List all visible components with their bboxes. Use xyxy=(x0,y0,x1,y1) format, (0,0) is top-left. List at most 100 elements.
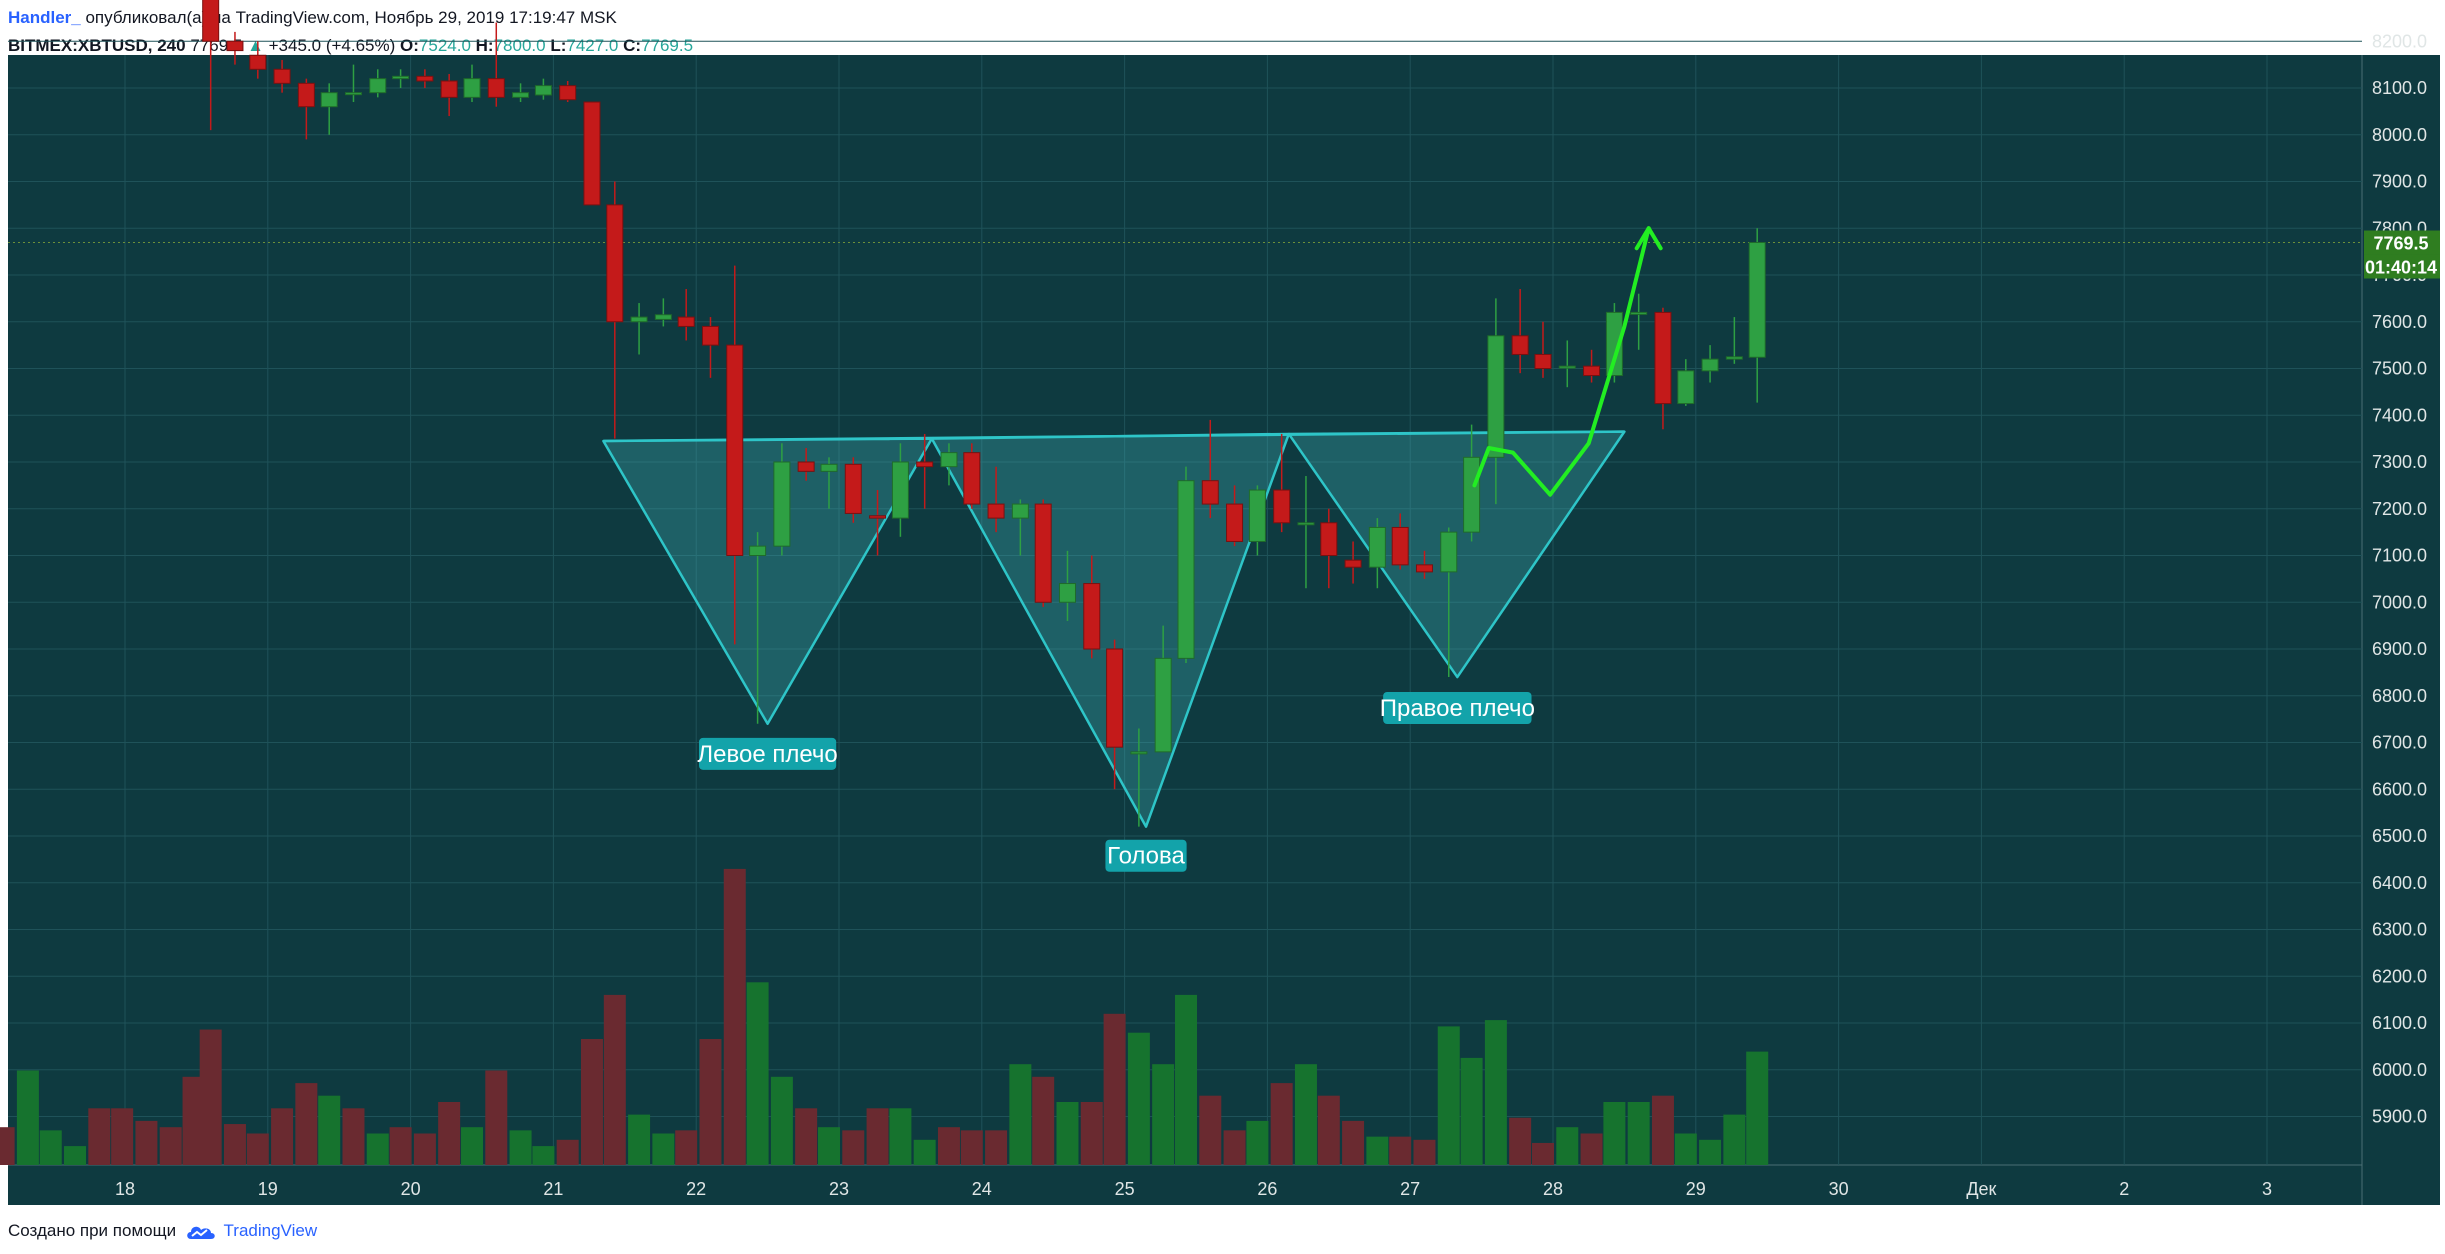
candle-body xyxy=(1248,489,1266,542)
candle-body xyxy=(844,463,862,514)
volume-bar xyxy=(1603,1102,1626,1165)
candle-body xyxy=(630,316,648,323)
candle-body xyxy=(606,204,624,323)
volume-bar xyxy=(913,1139,936,1165)
volume-bar xyxy=(699,1039,722,1165)
candle-body xyxy=(1226,503,1244,542)
tradingview-link[interactable]: TradingView xyxy=(223,1221,318,1240)
x-tick-label: Дек xyxy=(1966,1179,1996,1199)
volume-bar xyxy=(1294,1064,1317,1165)
volume-bar xyxy=(1699,1139,1722,1165)
candle-body xyxy=(987,503,1005,519)
y-tick-label: 7100.0 xyxy=(2372,546,2427,566)
candle-body xyxy=(677,316,695,327)
volume-bar xyxy=(889,1108,912,1165)
candle-body xyxy=(1130,751,1148,755)
volume-bar xyxy=(746,982,769,1165)
candle-body xyxy=(487,78,505,98)
volume-bar xyxy=(199,1029,222,1165)
candle-body xyxy=(249,54,267,70)
x-tick-label: 23 xyxy=(829,1179,849,1199)
neckline[interactable] xyxy=(603,430,1625,443)
candle-body xyxy=(1605,311,1623,377)
volume-bar xyxy=(366,1133,389,1165)
volume-bar xyxy=(1246,1120,1269,1165)
volume-bar xyxy=(1152,1064,1175,1165)
volume-bar xyxy=(1460,1057,1483,1165)
candle-body xyxy=(797,461,815,472)
candle-body xyxy=(416,75,434,82)
candle-body xyxy=(1058,583,1076,603)
volume-bar xyxy=(1532,1142,1555,1165)
candle-body xyxy=(1463,456,1481,533)
candle-body xyxy=(392,75,410,80)
candle-body xyxy=(1391,526,1409,566)
y-tick-label: 6900.0 xyxy=(2372,639,2427,659)
volume-bar xyxy=(795,1108,818,1165)
volume-bar xyxy=(556,1139,579,1165)
candle-body xyxy=(1440,531,1458,573)
volume-bar xyxy=(1509,1117,1532,1165)
candle-body xyxy=(1011,503,1029,519)
projection-arrow[interactable] xyxy=(1472,226,1651,497)
volume-bar xyxy=(461,1127,484,1165)
volume-bar xyxy=(1746,1051,1769,1165)
x-tick-label: 29 xyxy=(1686,1179,1706,1199)
y-tick-label: 6400.0 xyxy=(2372,873,2427,893)
volume-bar xyxy=(413,1133,436,1165)
volume-bar xyxy=(1437,1026,1460,1165)
candle-body xyxy=(1701,358,1719,372)
candle-body xyxy=(559,85,577,101)
y-tick-label: 8100.0 xyxy=(2372,78,2427,98)
candle-body xyxy=(1177,480,1195,659)
volume-bar xyxy=(64,1146,87,1165)
volume-bar xyxy=(88,1108,111,1165)
candle-body xyxy=(320,92,338,108)
candle-body xyxy=(1201,480,1219,505)
volume-bar xyxy=(111,1108,134,1165)
volume-bar xyxy=(485,1070,508,1165)
volume-bar xyxy=(937,1127,960,1165)
candle-body xyxy=(869,515,887,519)
volume-bar xyxy=(675,1130,698,1165)
x-tick-label: 19 xyxy=(258,1179,278,1199)
volume-bar xyxy=(318,1095,341,1165)
volume-bar xyxy=(1342,1120,1365,1165)
volume-bar xyxy=(1175,994,1198,1165)
volume-bar xyxy=(1484,1020,1507,1165)
candle-body xyxy=(1748,242,1766,358)
candle-body xyxy=(1583,365,1601,377)
volume-bar xyxy=(16,1070,39,1165)
x-tick-label: 3 xyxy=(2262,1179,2272,1199)
left-shoulder-label-box xyxy=(699,737,837,770)
head-label: Голова xyxy=(1107,843,1185,870)
y-tick-label: 6300.0 xyxy=(2372,920,2427,940)
volume-bar xyxy=(1080,1102,1103,1165)
countdown-label: 01:40:14 xyxy=(2365,258,2437,278)
last-price-badge xyxy=(2364,230,2440,255)
x-tick-label: 20 xyxy=(401,1179,421,1199)
author-link[interactable]: Handler_ xyxy=(8,8,81,27)
volume-bar xyxy=(628,1114,651,1165)
candle-body xyxy=(820,463,838,472)
candle-body xyxy=(891,461,909,519)
candle-body xyxy=(963,452,981,505)
volume-bar xyxy=(246,1133,269,1165)
volume-bar xyxy=(1674,1133,1697,1165)
x-tick-label: 28 xyxy=(1543,1179,1563,1199)
y-tick-label: 7000.0 xyxy=(2372,592,2427,612)
volume-bar xyxy=(1032,1076,1055,1165)
x-tick-label: 30 xyxy=(1829,1179,1849,1199)
candle-body xyxy=(1297,522,1315,526)
candle-body xyxy=(1725,356,1743,360)
volume-bar xyxy=(1413,1139,1436,1165)
x-tick-label: 2 xyxy=(2119,1179,2129,1199)
left-shoulder-label: Левое плечо xyxy=(697,741,837,768)
candle-body xyxy=(583,101,601,206)
volume-bar xyxy=(1199,1095,1222,1165)
candle-body xyxy=(1558,365,1576,369)
volume-bar xyxy=(842,1130,865,1165)
volume-bar xyxy=(1366,1136,1389,1165)
right-shoulder-label-box xyxy=(1383,692,1532,725)
